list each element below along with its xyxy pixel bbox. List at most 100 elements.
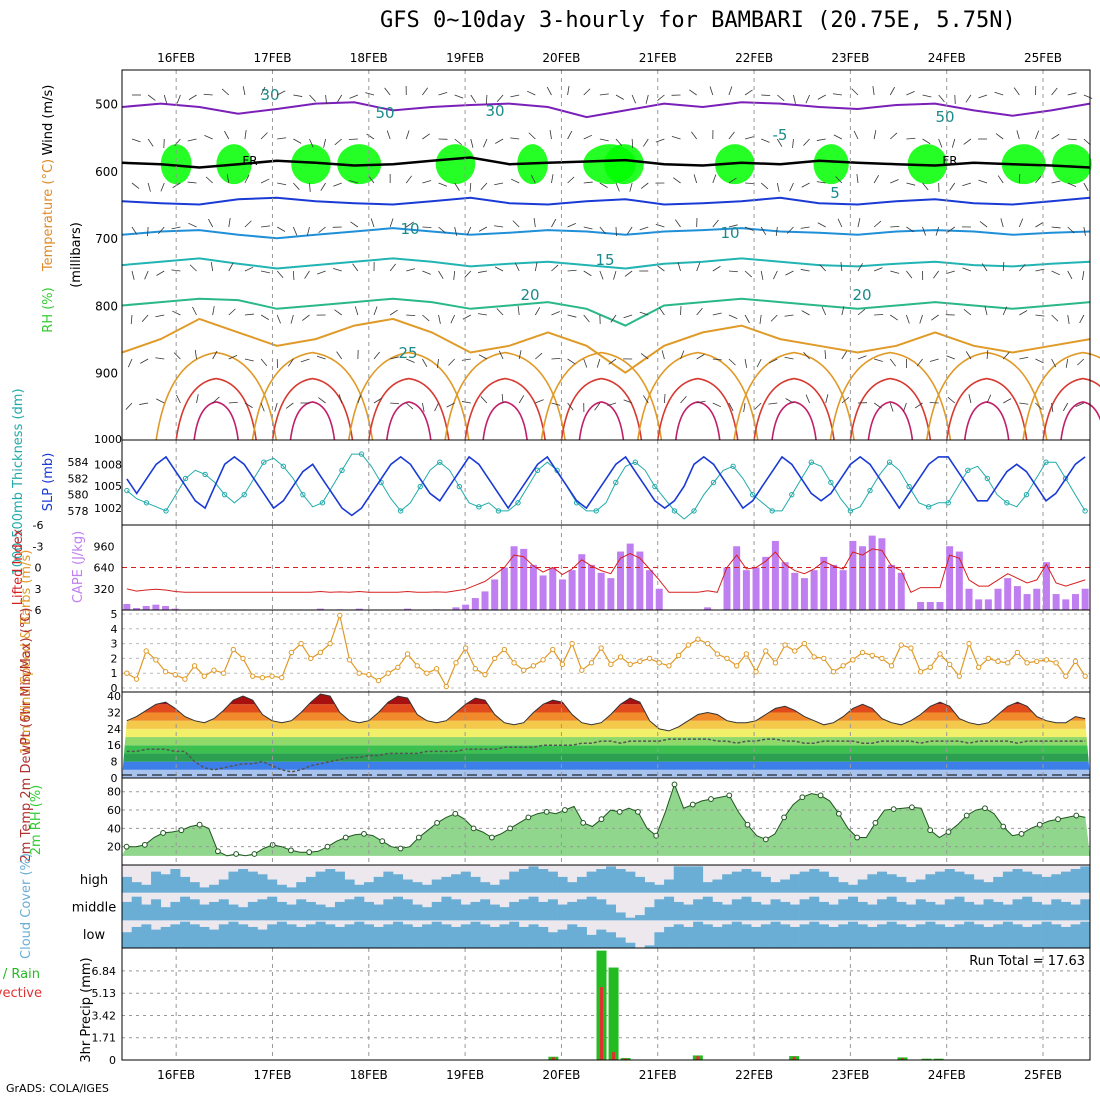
cloud-bar [944, 899, 955, 921]
cape-bar [781, 562, 789, 610]
wind-barb [469, 182, 472, 193]
wind-barb [244, 358, 254, 362]
cloud-bar [460, 871, 471, 893]
wind-barb [922, 226, 926, 236]
cloud-bar [489, 884, 500, 893]
cloud-row-label: middle [72, 901, 116, 916]
wind-point [472, 666, 479, 672]
wind-barb [446, 402, 455, 408]
thickness-point [789, 491, 795, 498]
wind-barb [188, 94, 197, 101]
thickness-point [710, 479, 717, 486]
wind-point [550, 646, 556, 653]
cloud-bar [557, 929, 568, 948]
rh-point [507, 825, 514, 832]
rh-point [817, 792, 824, 799]
thickness-point [749, 491, 756, 498]
wind-barb [728, 402, 734, 412]
wind-point [124, 670, 130, 676]
cape-bar [452, 607, 460, 610]
wind-barb [671, 135, 681, 140]
wind-axis-label: Wind (m/s) [41, 85, 56, 156]
rh-point [233, 851, 240, 857]
cloud-bar [731, 871, 742, 893]
cloud-bar [267, 879, 278, 893]
wind-point [346, 657, 353, 663]
wind-barb [916, 358, 923, 367]
temp-band [122, 761, 1090, 770]
wind-barb [244, 313, 254, 316]
cloud-bar [596, 869, 607, 893]
cloud-bar [509, 921, 520, 948]
wind-point [366, 671, 372, 678]
cloud-bar [857, 924, 868, 948]
cape-bar [655, 588, 663, 610]
wind-point [975, 664, 982, 670]
date-label-bottom: 25FEB [1024, 1068, 1062, 1082]
wind-point [995, 658, 1001, 665]
thickness-point [769, 508, 775, 514]
cape-bar [762, 556, 770, 610]
wind-barb [306, 226, 310, 236]
warm-contour [560, 377, 643, 441]
cloud-bar [199, 887, 210, 893]
wind-barb [212, 396, 220, 404]
wind-barb [596, 358, 601, 368]
wind-barb [228, 218, 231, 228]
wind-barb [623, 314, 633, 319]
rh-axis-label: RH (%) [41, 287, 56, 332]
wind-barb [208, 218, 214, 228]
wind-barb [244, 266, 254, 272]
wind-barb [946, 270, 955, 275]
wind-barb [583, 358, 588, 368]
wind-point [1082, 673, 1088, 679]
cloud-bar [964, 921, 975, 948]
cloud-bar [964, 901, 975, 921]
wind-barb [1083, 182, 1089, 192]
wind-point [937, 651, 943, 657]
wind-barb [244, 402, 253, 409]
date-label-top: 17FEB [253, 51, 291, 65]
wind-barb [583, 270, 592, 277]
wind-point [637, 658, 643, 665]
cape-bar [607, 578, 615, 610]
wind-point [211, 667, 217, 673]
cape-bar [771, 540, 779, 610]
cape-bar [926, 602, 934, 610]
cloud-bar [170, 924, 181, 948]
wind-barb [196, 394, 199, 404]
cloud-bar [431, 879, 442, 893]
thickness-point [691, 508, 697, 514]
wind-point [801, 640, 808, 647]
cloud-bar [325, 869, 336, 893]
wind-barb [210, 262, 214, 272]
cloud-bar [615, 912, 626, 921]
wind-point [1034, 658, 1040, 665]
wind-barb [857, 355, 867, 360]
contour-label: FR [942, 154, 957, 168]
wind-barb [518, 350, 522, 360]
wind-barb [1082, 270, 1085, 280]
wind-barb [131, 138, 141, 143]
wind-barb [461, 358, 471, 361]
rh-point [288, 847, 294, 854]
warm-contour [1042, 377, 1100, 441]
wind-tick: 1 [111, 667, 118, 680]
wind-barb [744, 89, 753, 96]
thickness-point [867, 487, 873, 494]
wind-barb [889, 86, 895, 96]
wind-barb [776, 138, 783, 147]
wind-barb [914, 402, 923, 409]
warm-contour [289, 401, 336, 441]
wind-barb [805, 94, 810, 104]
date-label-bottom: 20FEB [542, 1068, 580, 1082]
wind-point [559, 661, 566, 668]
wind-tick: 5 [111, 608, 118, 621]
cloud-bar [635, 876, 646, 893]
wind-barb [187, 181, 197, 184]
wind-barb [776, 182, 780, 192]
temp-band [122, 712, 1090, 721]
li-tick: -3 [33, 540, 44, 553]
slp-tick: 1008 [94, 458, 122, 471]
cloud-bar [1041, 904, 1052, 921]
